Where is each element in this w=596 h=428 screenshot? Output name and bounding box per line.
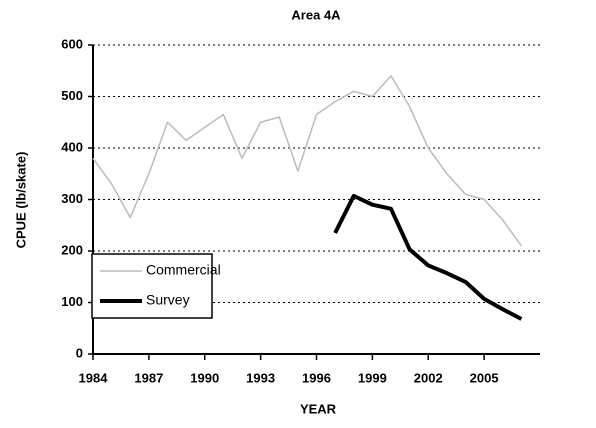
y-tick-label: 0 — [76, 345, 83, 360]
y-axis-label: CPUE (lb/skate) — [13, 152, 28, 249]
x-tick-label: 1987 — [134, 370, 163, 385]
y-tick-label: 100 — [61, 294, 83, 309]
y-tick-label: 600 — [61, 36, 83, 51]
legend-box — [91, 253, 213, 319]
y-tick-label: 300 — [61, 191, 83, 206]
x-tick-label: 1990 — [190, 370, 219, 385]
series-line — [333, 193, 523, 321]
y-tick-label: 500 — [61, 88, 83, 103]
x-tick-label: 1999 — [358, 370, 387, 385]
x-tick-label: 2005 — [470, 370, 499, 385]
chart-title: Area 4A — [291, 7, 341, 22]
legend-label: Survey — [146, 292, 190, 308]
x-tick-label: 1993 — [246, 370, 275, 385]
y-tick-label: 200 — [61, 242, 83, 257]
x-axis-label: YEAR — [300, 401, 337, 416]
legend-label: Commercial — [146, 262, 221, 278]
x-tick-label: 1996 — [302, 370, 331, 385]
x-tick-label: 1984 — [79, 370, 109, 385]
y-tick-label: 400 — [61, 139, 83, 154]
series-line — [92, 75, 522, 247]
x-tick-label: 2002 — [414, 370, 443, 385]
